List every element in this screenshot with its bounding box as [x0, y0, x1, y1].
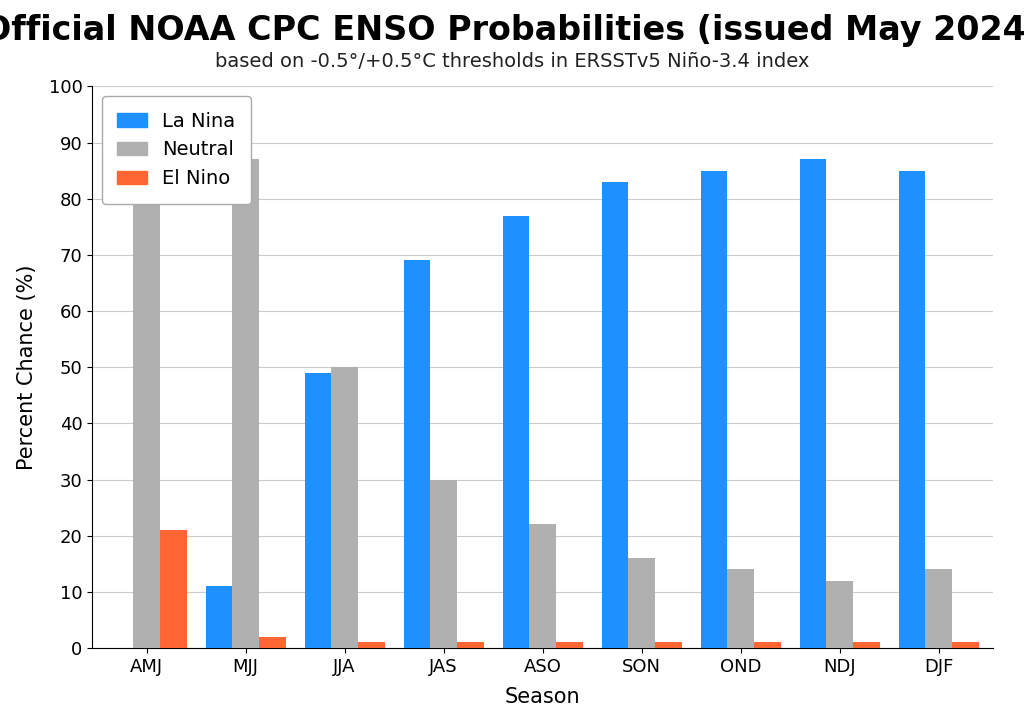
Bar: [655, 642, 682, 648]
Bar: [304, 373, 332, 648]
Bar: [232, 159, 259, 648]
Bar: [727, 570, 754, 648]
Bar: [853, 642, 880, 648]
Bar: [952, 642, 979, 648]
Bar: [602, 182, 629, 648]
Bar: [332, 367, 358, 648]
Bar: [826, 580, 853, 648]
Bar: [700, 171, 727, 648]
Bar: [259, 636, 286, 648]
Bar: [503, 215, 529, 648]
Bar: [206, 586, 232, 648]
Y-axis label: Percent Chance (%): Percent Chance (%): [17, 264, 38, 470]
Bar: [430, 480, 457, 648]
Bar: [133, 204, 160, 648]
Bar: [754, 642, 781, 648]
Legend: La Nina, Neutral, El Nino: La Nina, Neutral, El Nino: [101, 96, 251, 204]
Bar: [556, 642, 583, 648]
Bar: [926, 570, 952, 648]
Bar: [358, 642, 385, 648]
Text: Official NOAA CPC ENSO Probabilities (issued May 2024): Official NOAA CPC ENSO Probabilities (is…: [0, 14, 1024, 48]
X-axis label: Season: Season: [505, 687, 581, 707]
Bar: [529, 524, 556, 648]
Bar: [403, 261, 430, 648]
Bar: [800, 159, 826, 648]
Bar: [457, 642, 483, 648]
Bar: [629, 558, 655, 648]
Text: based on -0.5°/+0.5°C thresholds in ERSSTv5 Niño-3.4 index: based on -0.5°/+0.5°C thresholds in ERSS…: [215, 52, 809, 71]
Bar: [160, 530, 186, 648]
Bar: [899, 171, 926, 648]
